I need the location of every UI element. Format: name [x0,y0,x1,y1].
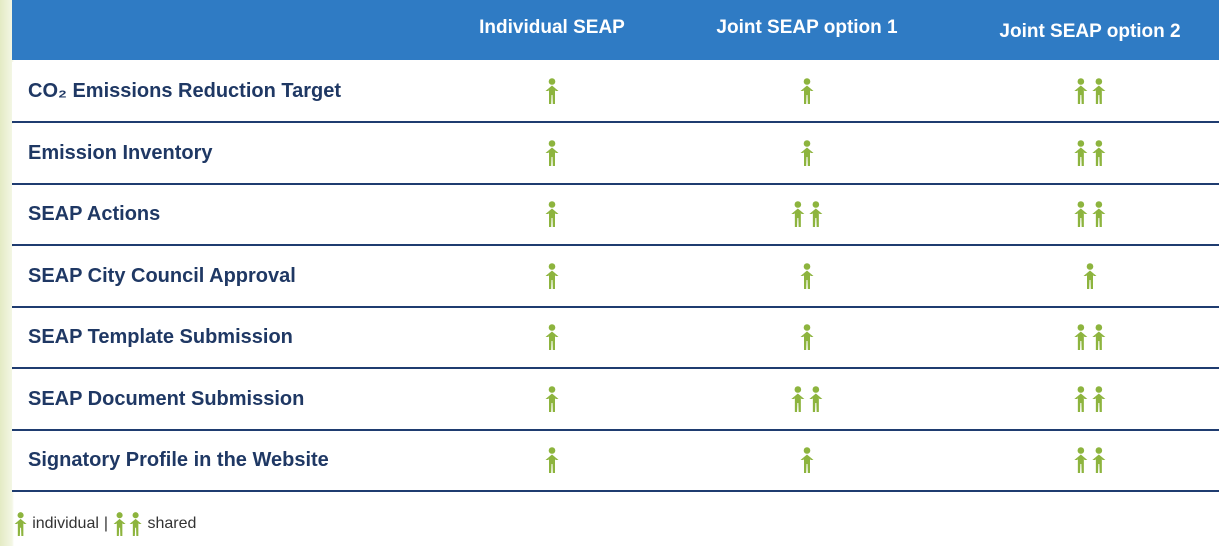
cell-icons [800,139,814,166]
person-icon [800,324,814,350]
cell-icons [545,385,559,412]
cell-icons [1074,201,1107,227]
table-row: CO₂ Emissions Reduction Target [12,62,1219,123]
table-row: Emission Inventory [12,123,1219,185]
person-icon [1074,78,1088,104]
table-header [12,0,1219,60]
cell-icons [1074,78,1107,104]
person-icon [545,324,559,350]
person-icon [1074,201,1088,227]
cell-icons [800,78,814,104]
person-icon [1074,385,1088,412]
column-header: Individual SEAP [479,17,625,38]
person-icon [1092,447,1106,473]
person-icon [1092,139,1106,166]
person-icon [800,262,814,289]
table-row: SEAP Template Submission [12,308,1219,369]
legend-label: individual [32,515,99,532]
person-icon [1092,201,1106,227]
cell-icons [545,201,559,227]
person-icon [1092,324,1106,350]
cell-icons [791,385,824,412]
person-icon [545,139,559,166]
legend: individual | shared [14,512,196,536]
row-label: SEAP Document Submission [28,387,305,410]
person-icon [545,385,559,412]
person-icon [545,201,559,227]
cell-icons [1074,324,1107,350]
person-icon [800,78,814,104]
person-icon [545,447,559,473]
table-row: Signatory Profile in the Website [12,431,1219,492]
row-label: Signatory Profile in the Website [28,449,329,471]
cell-icons [1074,139,1107,166]
table-row: SEAP Actions [12,185,1219,246]
legend-icons [113,512,142,536]
person-icon [113,512,126,536]
cell-icons [1074,385,1107,412]
row-label: SEAP Actions [28,203,161,225]
legend-separator: | [103,515,109,532]
cell-icons [545,78,559,104]
cell-icons [545,139,559,166]
table-row: SEAP Document Submission [12,369,1219,431]
cell-icons [1083,262,1097,289]
row-label: Emission Inventory [28,141,213,164]
person-icon [800,139,814,166]
person-icon [545,78,559,104]
person-icon [545,262,559,289]
cell-icons [800,262,814,289]
person-icon [129,512,142,536]
row-label: CO₂ Emissions Reduction Target [28,80,342,102]
cell-icons [800,447,814,473]
cell-icons [1074,447,1107,473]
cell-icons [791,201,824,227]
row-label: SEAP City Council Approval [28,264,296,287]
table-row: SEAP City Council Approval [12,246,1219,308]
person-icon [809,385,823,412]
person-icon [1074,324,1088,350]
column-header: Joint SEAP option 2 [999,21,1181,42]
person-icon [791,201,805,227]
person-icon [1092,78,1106,104]
person-icon [1083,262,1097,289]
person-icon [791,385,805,412]
person-icon [1074,139,1088,166]
cell-icons [545,447,559,473]
legend-label: shared [147,515,197,532]
cell-icons [545,324,559,350]
column-header: Joint SEAP option 1 [716,17,898,38]
person-icon [809,201,823,227]
person-icon [14,512,27,536]
cell-icons [545,262,559,289]
legend-icons [14,512,27,536]
person-icon [800,447,814,473]
row-label: SEAP Template Submission [28,326,293,348]
cell-icons [800,324,814,350]
person-icon [1074,447,1088,473]
person-icon [1092,385,1106,412]
